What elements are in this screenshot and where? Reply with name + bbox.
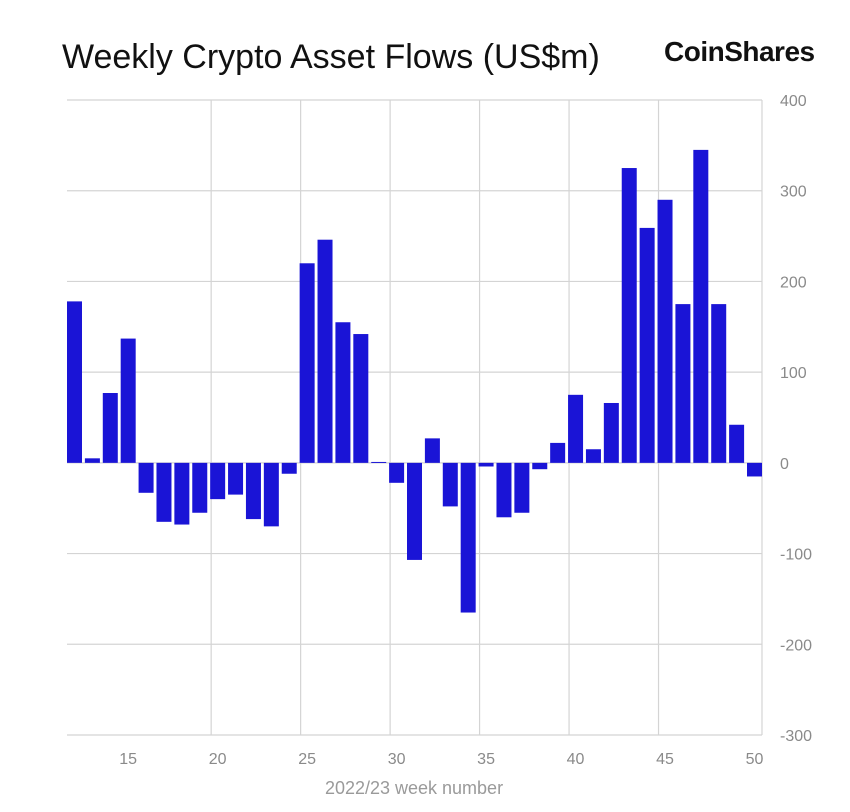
coinshares-logo: CoinShares — [664, 36, 815, 67]
y-tick-label: 200 — [780, 274, 807, 291]
bar-week-22 — [245, 462, 261, 520]
y-tick-label: -300 — [780, 728, 812, 745]
x-tick-label: 50 — [746, 751, 764, 768]
bars-group — [67, 149, 762, 613]
bar-week-46 — [675, 304, 691, 463]
bar-week-29 — [371, 461, 387, 463]
bar-week-17 — [156, 462, 172, 522]
bar-week-39 — [550, 442, 566, 463]
y-tick-label: 300 — [780, 184, 807, 201]
bar-week-50 — [747, 462, 762, 477]
y-tick-label: 0 — [780, 456, 789, 473]
x-tick-label: 35 — [477, 751, 495, 768]
bar-week-38 — [532, 462, 548, 470]
x-axis-ticks: 15 20 25 30 35 40 45 50 — [119, 751, 763, 768]
bar-week-28 — [353, 334, 369, 463]
bar-week-35 — [478, 462, 494, 467]
x-axis-label: 2022/23 week number — [325, 778, 503, 798]
bar-week-32 — [424, 438, 440, 463]
bar-week-16 — [138, 462, 154, 493]
x-tick-label: 40 — [567, 751, 585, 768]
y-tick-label: 400 — [780, 93, 807, 110]
bar-week-31 — [407, 462, 422, 560]
y-tick-label: 100 — [780, 365, 807, 382]
bar-week-13 — [84, 458, 100, 463]
bar-week-12 — [67, 301, 82, 463]
bar-week-24 — [281, 462, 297, 474]
bar-week-33 — [442, 462, 458, 507]
bar-week-14 — [102, 393, 118, 463]
bar-week-19 — [192, 462, 208, 513]
x-tick-label: 30 — [388, 751, 406, 768]
x-tick-label: 15 — [119, 751, 137, 768]
bar-week-37 — [514, 462, 530, 513]
bar-week-25 — [299, 263, 315, 463]
bar-week-27 — [335, 322, 351, 463]
bar-week-34 — [460, 462, 476, 613]
bar-week-42 — [603, 402, 619, 463]
bar-week-43 — [621, 168, 637, 463]
x-tick-label: 20 — [209, 751, 227, 768]
bar-week-44 — [639, 227, 655, 463]
y-tick-label: -200 — [780, 637, 812, 654]
bar-week-15 — [120, 338, 136, 463]
bar-week-26 — [317, 239, 333, 463]
y-tick-label: -100 — [780, 547, 812, 564]
bar-week-40 — [568, 394, 584, 463]
x-tick-label: 45 — [656, 751, 674, 768]
bar-week-49 — [729, 424, 745, 463]
bar-week-18 — [174, 462, 190, 525]
bar-week-47 — [693, 149, 709, 463]
bar-week-41 — [585, 449, 601, 463]
bar-week-21 — [228, 462, 244, 495]
bar-week-48 — [711, 304, 727, 463]
chart-title: Weekly Crypto Asset Flows (US$m) — [62, 38, 600, 76]
y-axis-ticks: 400 300 200 100 0 -100 -200 -300 — [780, 93, 812, 745]
bar-week-20 — [210, 462, 226, 500]
bar-week-30 — [389, 462, 405, 483]
x-tick-label: 25 — [298, 751, 316, 768]
bar-week-45 — [657, 199, 673, 463]
bar-week-23 — [263, 462, 279, 527]
bar-week-36 — [496, 462, 512, 518]
